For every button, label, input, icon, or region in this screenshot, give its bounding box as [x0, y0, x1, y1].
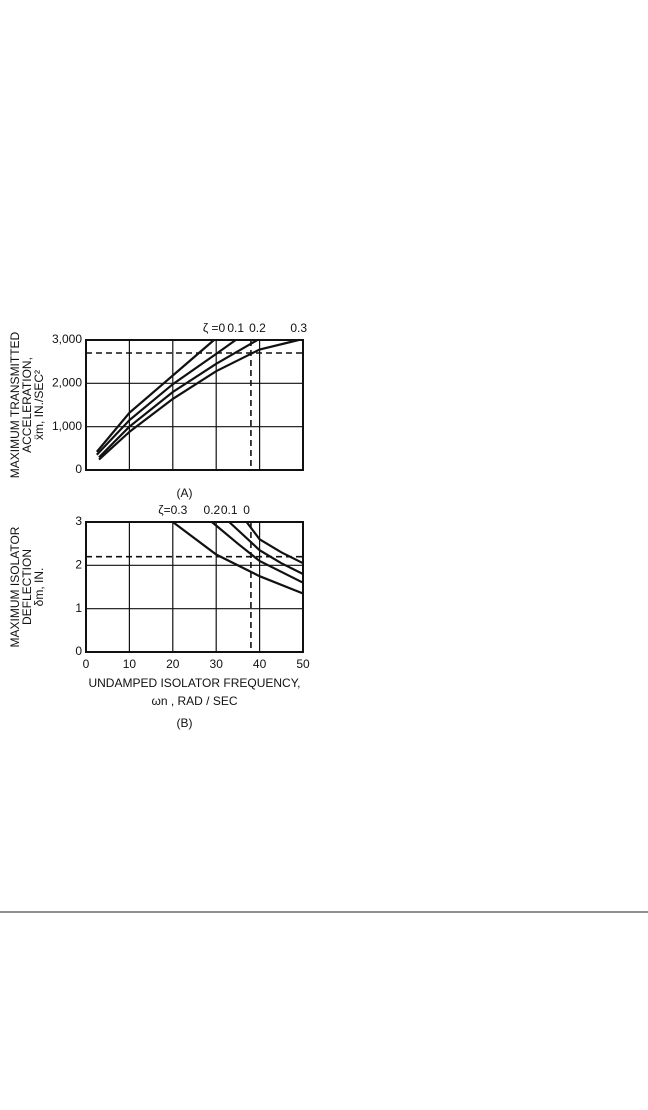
y-tick-label: 3: [75, 514, 82, 528]
y-tick-label: 0: [75, 462, 82, 476]
series-label: 0.2: [204, 503, 221, 517]
y-axis-label: MAXIMUM TRANSMITTED: [8, 331, 22, 478]
x-tick-label: 0: [83, 657, 90, 671]
x-tick-label: 40: [253, 657, 267, 671]
curve: [95, 339, 215, 453]
y-axis-label: DEFLECTION: [20, 549, 34, 625]
curve: [172, 521, 304, 595]
caption: (A): [177, 486, 193, 500]
series-label: 0.2: [249, 321, 266, 335]
series-label: 0.1: [221, 503, 238, 517]
y-axis-label: ACCELERATION,: [20, 357, 34, 453]
x-axis-label: UNDAMPED ISOLATOR FREQUENCY,: [88, 676, 300, 690]
curve: [228, 521, 304, 575]
y-tick-label: 0: [75, 644, 82, 658]
y-tick-label: 1,000: [52, 419, 82, 433]
curve: [98, 338, 299, 461]
y-axis-label: δm, IN.: [32, 568, 46, 607]
series-label: 0.1: [227, 321, 244, 335]
curve: [211, 521, 304, 584]
y-axis-label: ẍm, IN./SEC²: [32, 370, 46, 440]
curve: [245, 521, 304, 565]
x-tick-label: 30: [210, 657, 224, 671]
plot-frame: [85, 521, 304, 653]
x-tick-label: 10: [123, 657, 137, 671]
curve: [95, 339, 237, 456]
y-tick-label: 2,000: [52, 376, 82, 390]
series-label: ζ=0.3: [158, 503, 187, 517]
series-label: 0.3: [290, 321, 307, 335]
y-tick-label: 1: [75, 601, 82, 615]
series-label: 0: [243, 503, 250, 517]
plot-frame: [85, 339, 304, 471]
y-tick-label: 2: [75, 558, 82, 572]
curve: [98, 339, 258, 459]
series-label: ζ =0: [203, 321, 226, 335]
x-tick-label: 20: [166, 657, 180, 671]
x-axis-label: ωn , RAD / SEC: [151, 694, 237, 708]
y-axis-label: MAXIMUM ISOLATOR: [8, 526, 22, 647]
x-tick-label: 50: [296, 657, 310, 671]
y-tick-label: 3,000: [52, 332, 82, 346]
caption: (B): [177, 716, 193, 730]
